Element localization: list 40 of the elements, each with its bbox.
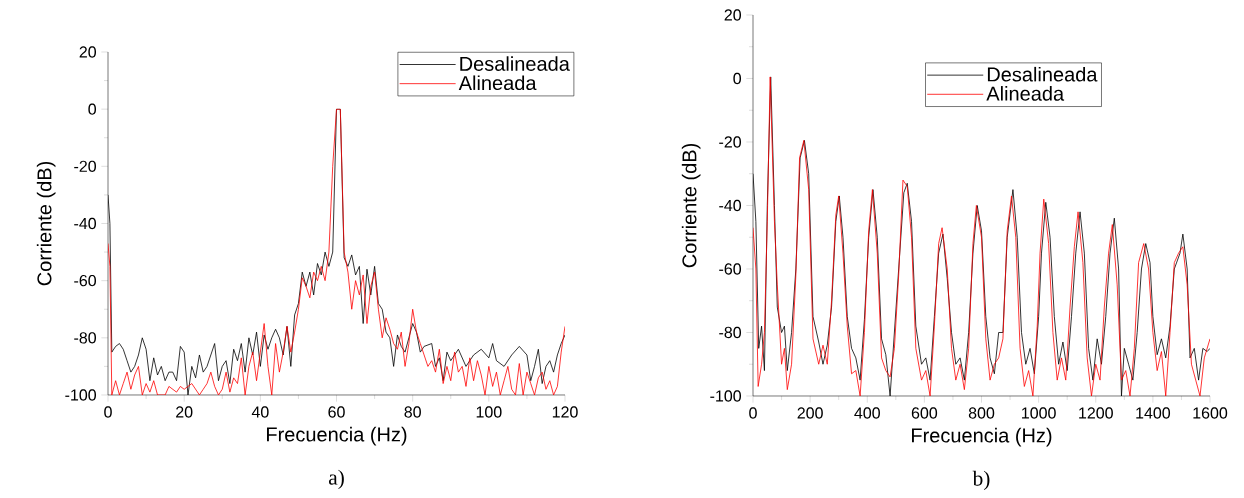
x-tick-label: 200 xyxy=(797,407,823,419)
x-tick-label: 80 xyxy=(404,406,421,418)
text: a) xyxy=(328,469,344,490)
x-tick-label: 1600 xyxy=(1193,407,1228,419)
legend-label: Alineada xyxy=(986,86,1065,101)
x-tick-label: 60 xyxy=(328,406,345,418)
y-tick-label: 0 xyxy=(733,72,742,85)
y-tick-label: -100 xyxy=(65,389,97,401)
y-tick-label: -100 xyxy=(710,390,742,402)
y-tick-label: -60 xyxy=(74,274,97,287)
x-tick-label: 0 xyxy=(104,406,112,418)
x-tick-label: 600 xyxy=(911,407,938,419)
text: b) xyxy=(972,470,990,491)
x-tick-label: 40 xyxy=(251,406,269,418)
x-tick-label: 800 xyxy=(968,407,995,419)
x-axis-title: Frecuencia (Hz) xyxy=(267,426,407,446)
x-axis-title: Frecuencia (Hz) xyxy=(912,427,1052,447)
y-tick-label: -20 xyxy=(74,160,97,172)
y-tick-label: -80 xyxy=(74,332,97,344)
legend-label: Desalineada xyxy=(460,56,570,71)
x-tick-label: 400 xyxy=(854,407,880,419)
y-axis-title: Corriente (dB) xyxy=(36,161,56,286)
x-tick-label: 20 xyxy=(176,406,193,418)
legend-label: Desalineada xyxy=(987,66,1098,82)
y-tick-label: -80 xyxy=(719,326,742,339)
x-tick-label: 1000 xyxy=(1022,407,1056,419)
y-tick-label: -20 xyxy=(719,136,742,148)
y-tick-label: 0 xyxy=(88,103,97,115)
y-axis-title: Corriente (dB) xyxy=(681,143,701,268)
y-tick-label: -40 xyxy=(74,217,97,230)
y-tick-label: 20 xyxy=(724,9,742,21)
x-tick-label: 100 xyxy=(476,406,502,418)
x-tick-label: 1400 xyxy=(1136,407,1171,419)
x-tick-label: 0 xyxy=(749,407,757,419)
x-tick-label: 1200 xyxy=(1079,407,1113,419)
legend-label: Alineada xyxy=(458,75,537,91)
y-tick-label: -60 xyxy=(719,263,742,275)
y-tick-label: 20 xyxy=(79,46,97,58)
x-tick-label: 120 xyxy=(552,406,578,418)
y-tick-label: -40 xyxy=(719,199,742,212)
